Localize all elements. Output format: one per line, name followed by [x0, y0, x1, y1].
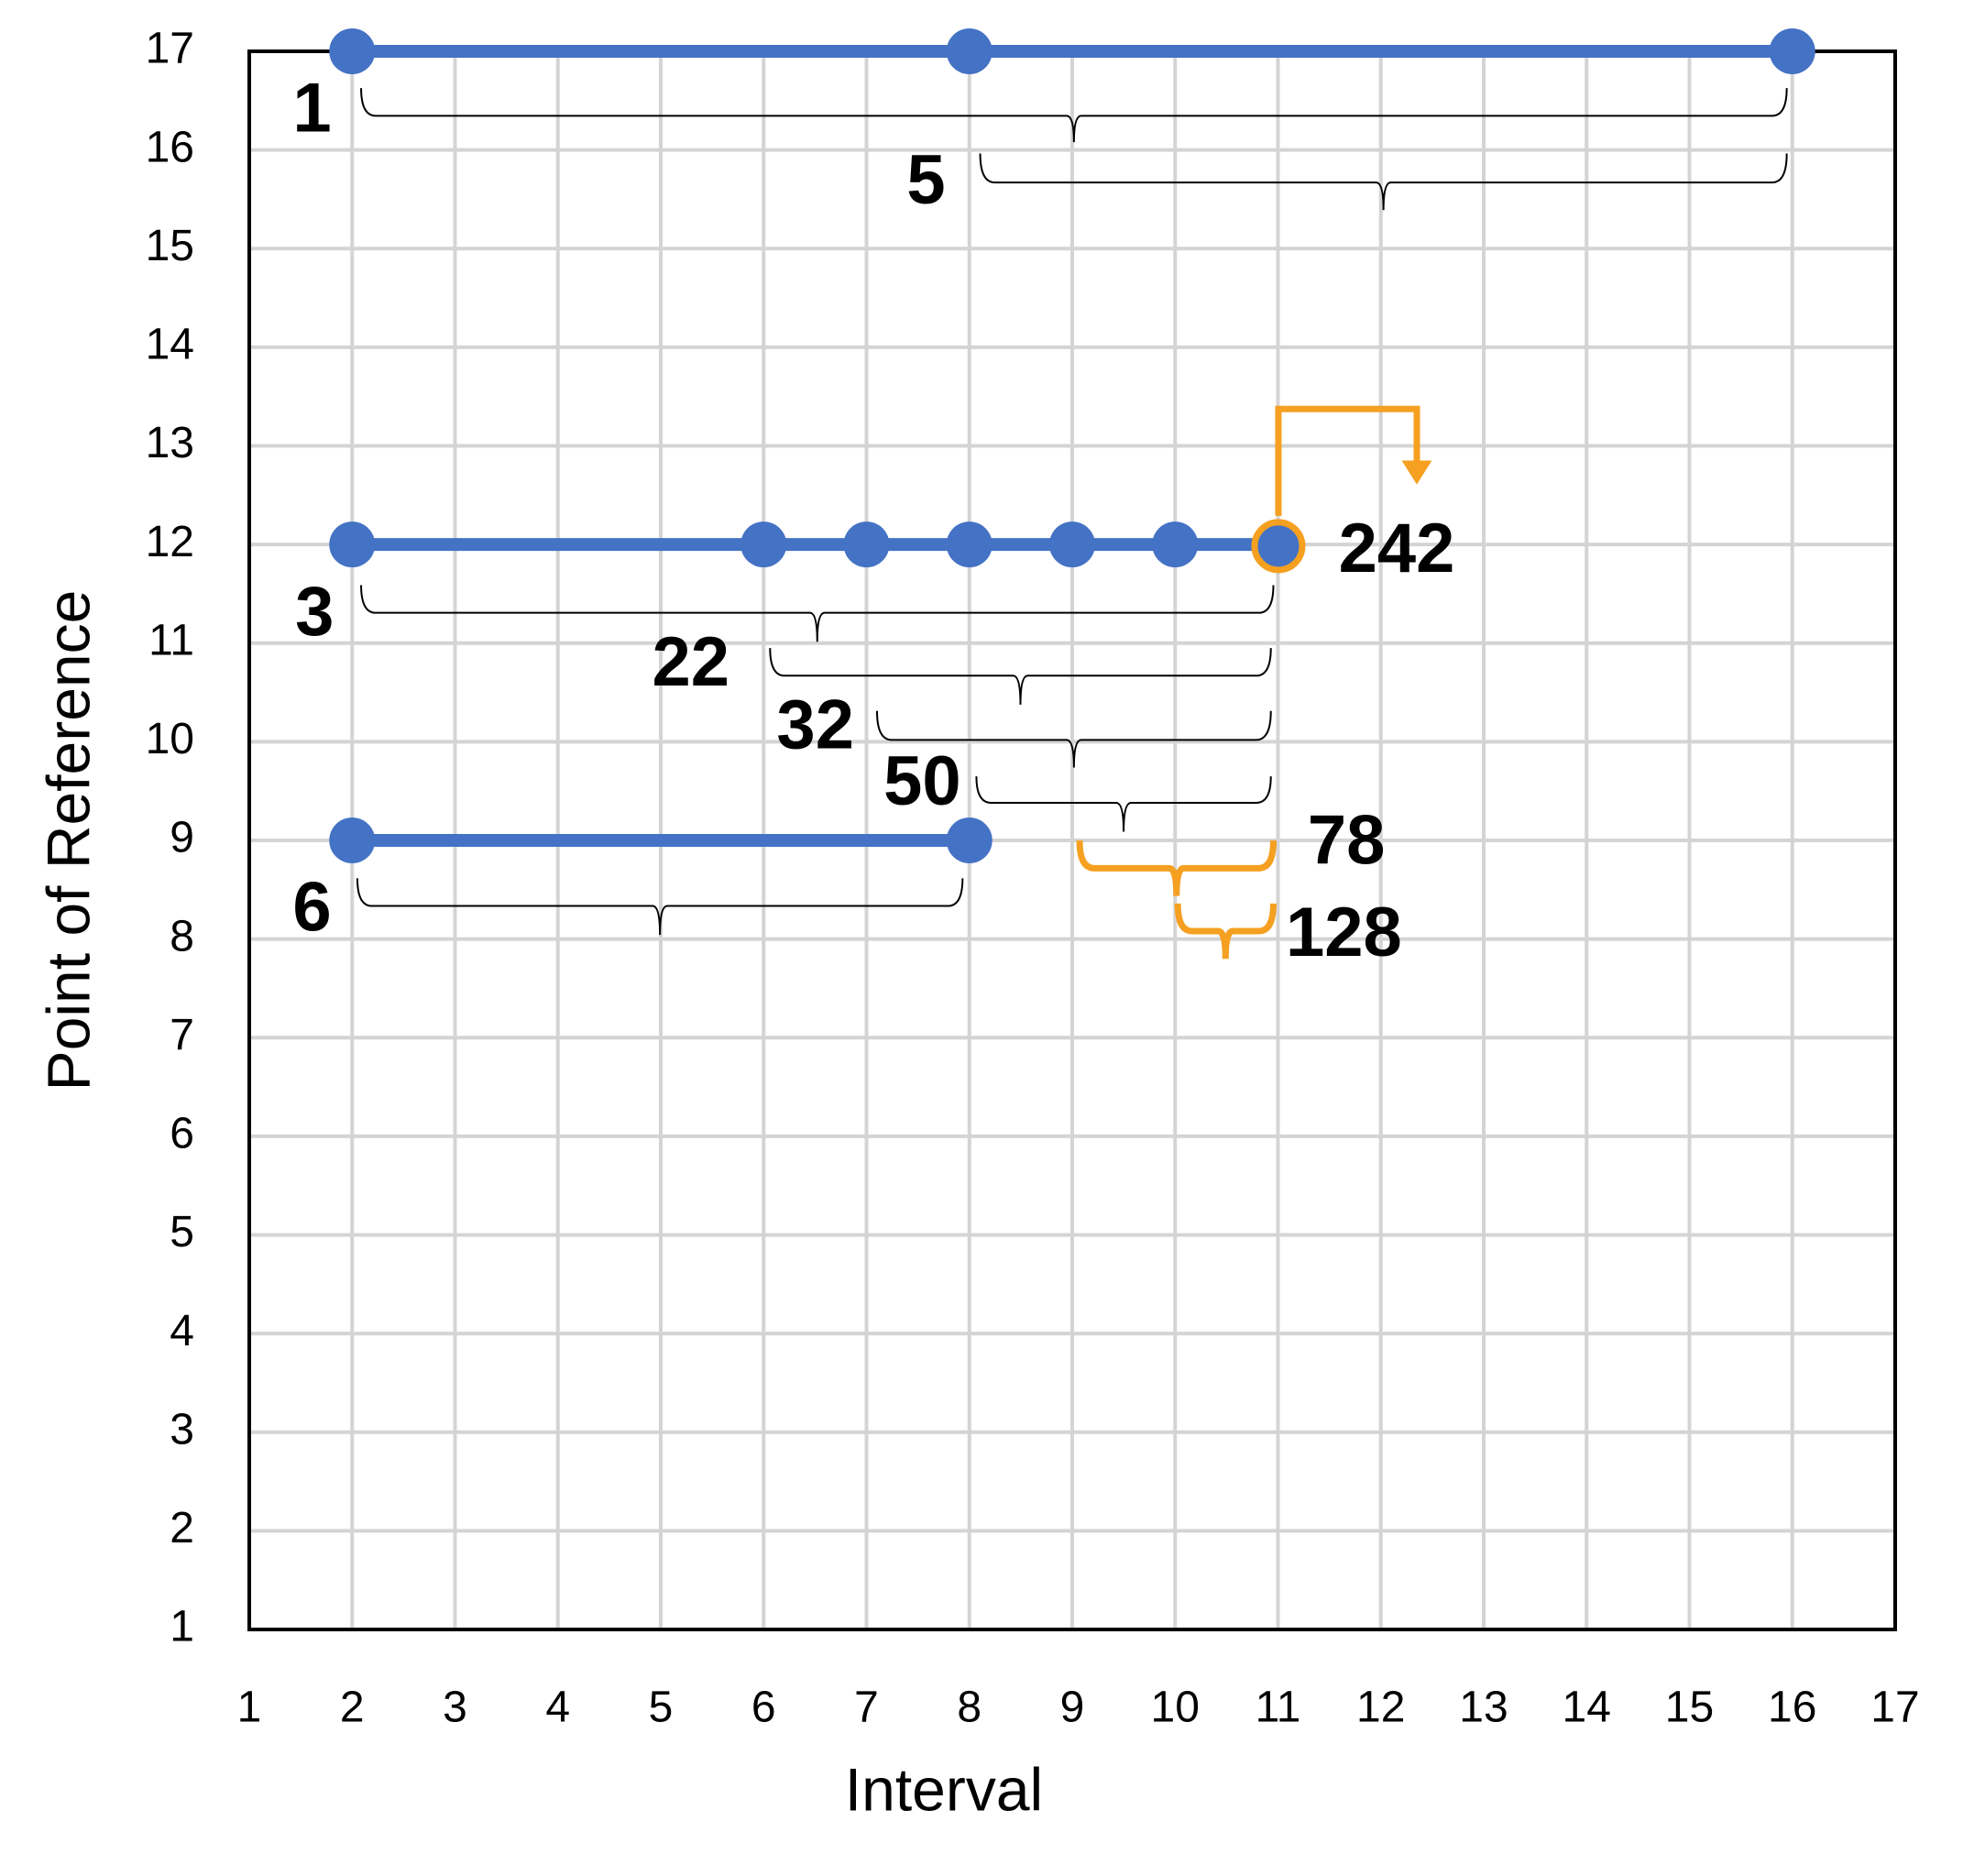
- annotation: 32: [776, 686, 854, 763]
- y-tick-label: 17: [146, 25, 194, 73]
- y-tick-label: 6: [170, 1110, 194, 1158]
- x-tick-label: 17: [1870, 1684, 1919, 1732]
- x-tick-label: 13: [1459, 1684, 1508, 1732]
- brace: [360, 88, 1788, 143]
- y-tick-label: 8: [170, 912, 194, 960]
- point: [1152, 521, 1199, 568]
- y-tick-label: 2: [170, 1504, 194, 1552]
- point: [843, 521, 890, 568]
- y-tick-label: 1: [170, 1603, 194, 1651]
- y-tick-label: 7: [170, 1011, 194, 1059]
- annotation: 3: [295, 573, 334, 651]
- y-tick-label: 3: [170, 1405, 194, 1454]
- y-axis-title: Point of Reference: [34, 590, 102, 1092]
- point: [329, 28, 376, 74]
- annotation: 128: [1286, 894, 1402, 971]
- x-tick-label: 1: [237, 1684, 262, 1732]
- highlight-ring: [1251, 519, 1306, 574]
- x-tick-label: 9: [1060, 1684, 1085, 1732]
- brace: [875, 710, 1272, 768]
- annotation: 5: [906, 141, 945, 219]
- brace: [975, 776, 1272, 832]
- annotation: 1: [292, 70, 331, 148]
- x-tick-label: 10: [1151, 1684, 1200, 1732]
- point: [1769, 28, 1815, 74]
- y-tick-label: 13: [146, 419, 194, 467]
- annotation: 22: [653, 623, 730, 701]
- y-tick-label: 4: [170, 1307, 194, 1355]
- x-tick-label: 14: [1563, 1684, 1611, 1732]
- y-tick-label: 16: [146, 123, 194, 171]
- y-tick-label: 12: [146, 518, 194, 566]
- point: [329, 521, 376, 568]
- x-tick-label: 8: [957, 1684, 982, 1732]
- brace: [979, 153, 1788, 211]
- x-axis-title: Interval: [845, 1755, 1043, 1823]
- brace: [1174, 903, 1277, 960]
- point: [1255, 521, 1301, 568]
- x-tick-label: 12: [1356, 1684, 1405, 1732]
- y-tick-label: 5: [170, 1208, 194, 1256]
- point: [740, 521, 787, 568]
- x-tick-label: 2: [340, 1684, 365, 1732]
- annotation: 78: [1308, 802, 1386, 880]
- annotation: 50: [883, 742, 961, 820]
- y-tick-label: 10: [146, 715, 194, 763]
- x-tick-label: 11: [1256, 1684, 1301, 1732]
- annotation: 242: [1339, 510, 1455, 587]
- x-tick-label: 7: [854, 1684, 879, 1732]
- highlight-arrow: [1275, 405, 1420, 516]
- x-tick-label: 4: [545, 1684, 570, 1732]
- x-tick-label: 5: [649, 1684, 674, 1732]
- x-tick-label: 15: [1665, 1684, 1714, 1732]
- y-tick-label: 14: [146, 321, 194, 369]
- x-tick-label: 16: [1768, 1684, 1816, 1732]
- x-tick-label: 6: [751, 1684, 776, 1732]
- point: [1049, 521, 1095, 568]
- point: [946, 28, 992, 74]
- point: [946, 521, 992, 568]
- arrow-head: [1401, 460, 1432, 485]
- y-tick-label: 11: [148, 616, 194, 664]
- brace: [360, 585, 1275, 642]
- brace: [769, 648, 1272, 705]
- y-tick-label: 9: [170, 814, 194, 862]
- y-tick-label: 15: [146, 222, 194, 270]
- point: [329, 817, 376, 863]
- x-tick-label: 3: [443, 1684, 467, 1732]
- annotation: 6: [292, 869, 331, 947]
- point: [946, 817, 992, 863]
- brace: [1076, 840, 1277, 896]
